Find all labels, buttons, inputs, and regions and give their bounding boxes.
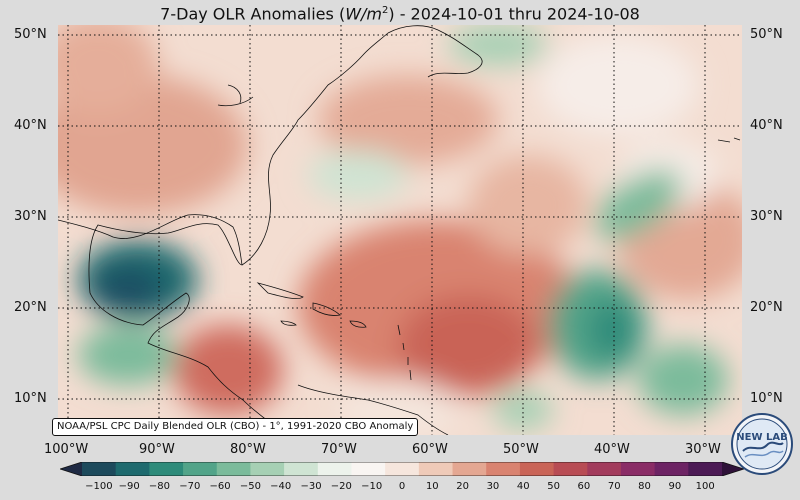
colorbar-segment (587, 462, 622, 476)
colorbar-tick-label: 10 (425, 481, 439, 492)
colorbar-tick-label: −20 (330, 481, 352, 492)
colorbar-segment (385, 462, 420, 476)
data-source-note: NOAA/PSL CPC Daily Blended OLR (CBO) - 1… (52, 418, 419, 436)
puerto-rico (349, 320, 367, 328)
anomaly-neutral-north-atlantic (538, 35, 698, 135)
colorbar-segment (250, 462, 285, 476)
colorbar-tick-label: 50 (547, 481, 560, 492)
anomaly-negative-southern-mexico (78, 325, 178, 385)
great-lakes (217, 84, 254, 107)
jamaica (280, 320, 297, 326)
colorbar-extension-min (60, 462, 82, 476)
lab-logo-graphic: NEW LAB (731, 413, 793, 475)
lon-label: 70°W (321, 442, 357, 457)
colorbar-segment (149, 462, 184, 476)
colorbar-segment (216, 462, 251, 476)
anomaly-positive-central-america (173, 325, 283, 415)
anomaly-field (58, 25, 742, 435)
anomaly-negative-east-tropics (638, 345, 728, 415)
lon-label: 40°W (594, 442, 630, 457)
colorbar-tick-label: 70 (607, 481, 621, 492)
colorbar-segment (284, 462, 319, 476)
lat-label-left: 30°N (14, 209, 47, 224)
lon-label: 90°W (139, 442, 175, 457)
map-canvas (58, 25, 742, 435)
colorbar-segment (351, 462, 386, 476)
lat-label-right: 10°N (750, 391, 783, 406)
lon-label: 100°W (44, 442, 89, 457)
lat-label-left: 50°N (14, 27, 47, 42)
colorbar-tick-label: −60 (209, 481, 231, 492)
anomaly-positive-central-atlantic (468, 155, 588, 255)
coastlines (58, 25, 741, 435)
lat-label-right: 20°N (750, 300, 783, 315)
cuba (256, 282, 304, 300)
colorbar-tick-label: −90 (118, 481, 140, 492)
anomaly-weak-negative-bermuda (308, 150, 408, 200)
colorbar-segment (452, 462, 487, 476)
colorbar-tick-label: −70 (179, 481, 201, 492)
colorbar-segment (183, 462, 218, 476)
logo-text: NEW LAB (736, 432, 787, 443)
azores (717, 137, 741, 143)
colorbar-tick-label: 60 (577, 481, 591, 492)
title-prefix: 7-Day OLR Anomalies ( (160, 4, 346, 24)
lon-label: 60°W (412, 442, 448, 457)
colorbar-tick-label: 40 (516, 481, 530, 492)
colorbar-tick-label: 30 (486, 481, 500, 492)
colorbar-segments (60, 462, 744, 476)
anomaly-positive-lesser-antilles (398, 295, 538, 395)
lon-label: 80°W (230, 442, 266, 457)
colorbar-tick-label: 80 (638, 481, 651, 492)
olr-anomaly-map (58, 25, 742, 435)
anomaly-negative-gulf-core (93, 265, 163, 315)
colorbar-tick-label: 20 (456, 481, 469, 492)
colorbar-tick-label: −10 (361, 481, 383, 492)
anomaly-negative-band-north (594, 169, 682, 241)
hispaniola (312, 302, 341, 316)
title-unit: W/m (345, 4, 382, 24)
gridlines (58, 25, 742, 435)
colorbar-segment (486, 462, 521, 476)
lon-label: 30°W (685, 442, 721, 457)
colorbar-segment (654, 462, 689, 476)
lat-label-left: 40°N (14, 118, 47, 133)
colorbar-segment (688, 462, 723, 476)
map-title: 7-Day OLR Anomalies (W/m2) - 2024-10-01 … (0, 0, 800, 24)
title-suffix: ) - 2024-10-01 thru 2024-10-08 (388, 4, 640, 24)
colorbar-tick-label: 0 (398, 481, 406, 492)
lat-label-right: 40°N (750, 118, 783, 133)
lab-logo: NEW LAB (731, 413, 793, 475)
colorbar-tick-label: 100 (695, 481, 715, 492)
lat-label-left: 10°N (14, 391, 47, 406)
colorbar-segment (317, 462, 352, 476)
title-unit-exponent: 2 (381, 5, 389, 16)
colorbar-tick-label: −80 (148, 481, 171, 492)
colorbar-extension-max (722, 462, 744, 476)
colorbar-tick-label: −100 (85, 481, 113, 492)
colorbar-tick-label: −30 (300, 481, 322, 492)
colorbar-segment (620, 462, 656, 476)
colorbar-segment (553, 462, 588, 476)
lat-label-right: 50°N (750, 27, 783, 42)
colorbar-segment (418, 462, 454, 476)
colorbar-tick-label: 90 (668, 481, 682, 492)
gulf-and-central-america-coast (58, 214, 274, 426)
colorbar-tick-label: −50 (239, 481, 261, 492)
colorbar-segment (519, 462, 555, 476)
anomaly-negative-tropical-core (588, 300, 638, 360)
lat-label-right: 30°N (750, 209, 783, 224)
anomaly-positive-central-us (58, 25, 158, 115)
lat-label-left: 20°N (14, 300, 47, 315)
colorbar-segment (115, 462, 150, 476)
colorbar-segment (82, 462, 117, 476)
colorbar (60, 462, 744, 476)
anomaly-negative-south-atlantic (493, 390, 553, 430)
colorbar-tick-label: −40 (270, 481, 292, 492)
us-east-coast (241, 32, 389, 266)
lon-label: 50°W (503, 442, 539, 457)
anomaly-positive-west-atlantic (318, 75, 498, 165)
lesser-antilles (397, 324, 412, 381)
canada-maritimes-coast (387, 25, 483, 78)
